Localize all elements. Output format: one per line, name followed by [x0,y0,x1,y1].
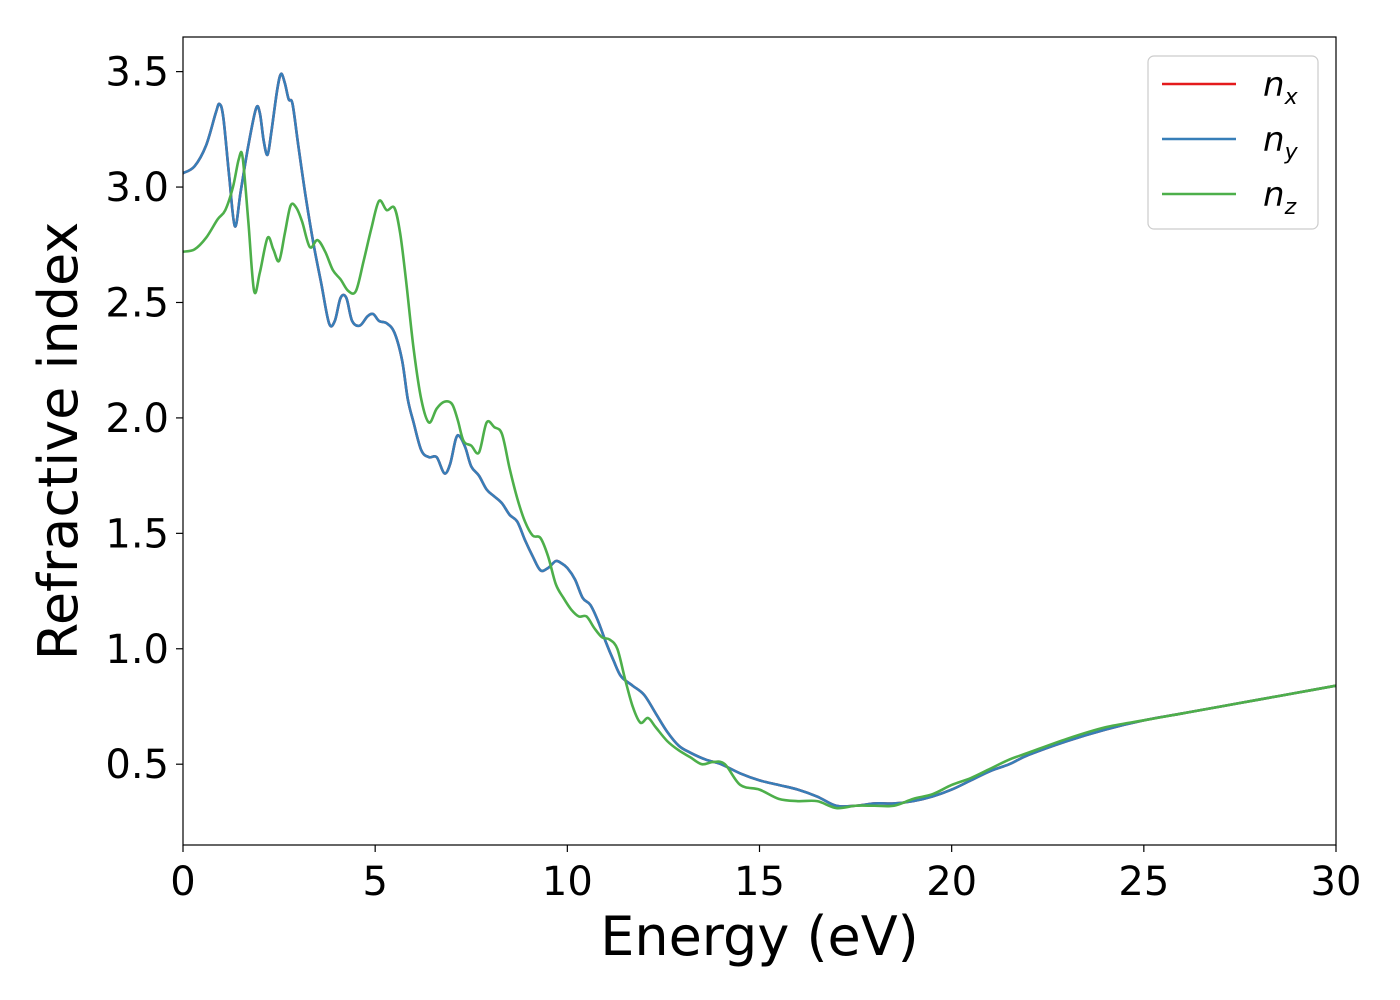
legend-label-n-x: nx [1263,65,1299,110]
y-tick-label: 3.5 [105,50,169,96]
series-line-n-y [183,72,1336,808]
plot-area [183,72,1336,810]
x-tick-label: 25 [1118,859,1169,905]
y-tick-label: 3.0 [105,165,169,211]
y-tick-label: 1.0 [105,627,169,673]
x-tick-label: 15 [734,859,785,905]
y-axis-title: Refractive index [27,222,90,661]
y-axis: 0.5 1.0 1.5 2.0 2.5 3.0 3.5 [105,50,183,788]
x-tick-label: 5 [362,859,387,905]
y-tick-label: 1.5 [105,511,169,557]
legend-label-n-y: ny [1263,120,1299,165]
x-tick-label: 0 [170,859,195,905]
legend-box [1147,55,1319,230]
legend-label-n-z: nz [1263,175,1297,220]
x-tick-label: 20 [926,859,977,905]
y-tick-label: 2.5 [105,280,169,326]
x-axis: 0 5 10 15 20 25 30 [170,845,1361,905]
x-tick-label: 10 [542,859,593,905]
x-axis-title: Energy (eV) [600,905,919,968]
y-tick-label: 0.5 [105,742,169,788]
legend: nx ny nz [1147,55,1319,230]
series-line-n-z [183,150,1336,810]
y-tick-label: 2.0 [105,396,169,442]
x-tick-label: 30 [1311,859,1362,905]
